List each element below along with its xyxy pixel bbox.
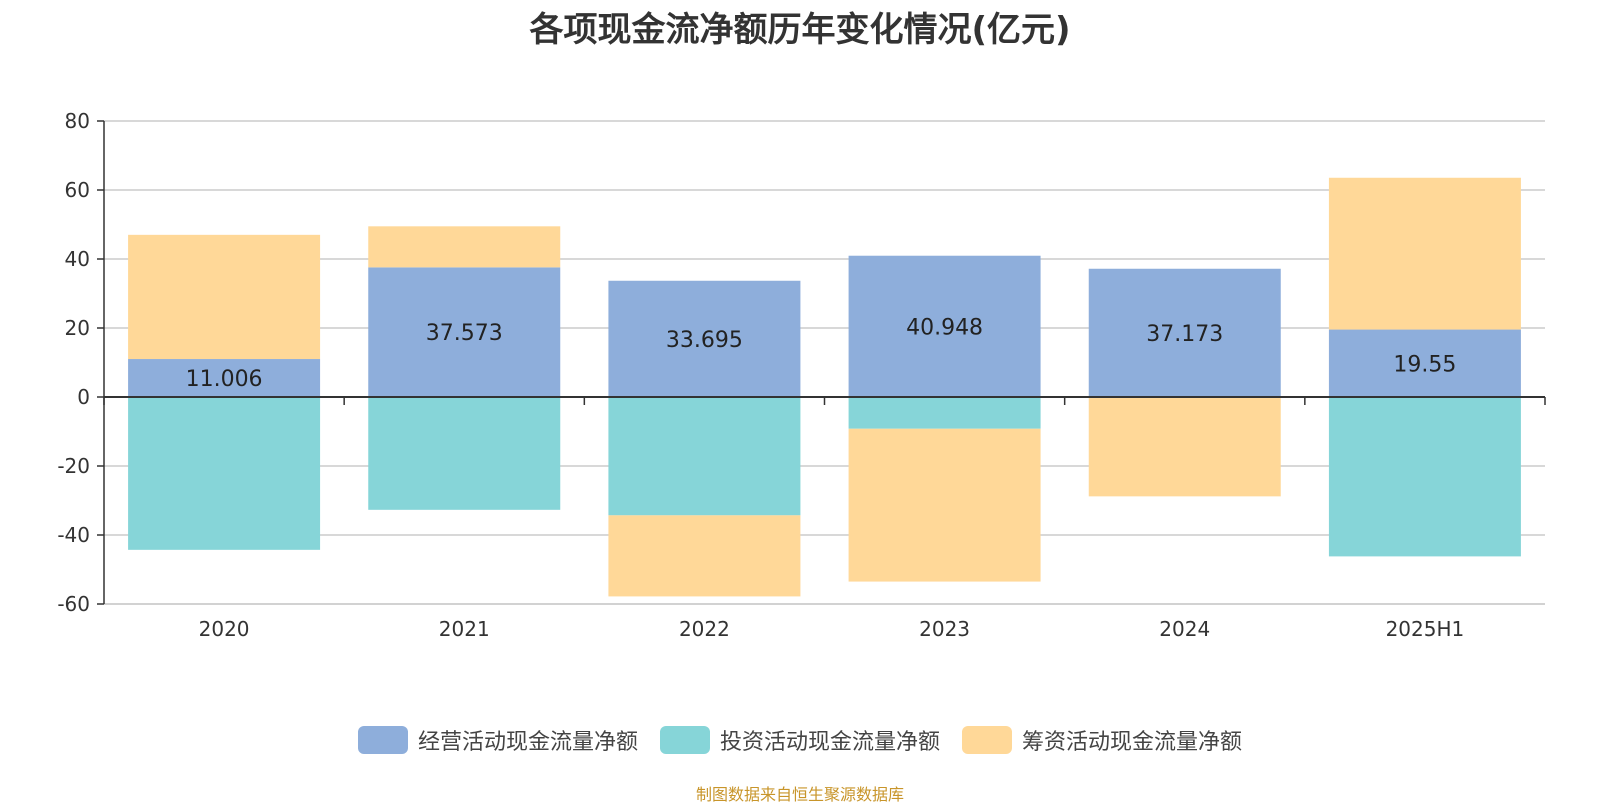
legend-item-investing[interactable]: 投资活动现金流量净额 <box>659 724 940 756</box>
legend-item-operating[interactable]: 经营活动现金流量净额 <box>357 724 638 756</box>
legend-swatch-financing <box>962 726 1012 754</box>
data-label-2022: 33.695 <box>666 328 743 353</box>
y-tick-label: 80 <box>65 109 90 133</box>
bar-2025H1-s2[interactable] <box>1328 177 1521 330</box>
y-tick-label: 20 <box>65 316 90 340</box>
bar-2024-s2[interactable] <box>1088 398 1281 497</box>
bar-2020-s2[interactable] <box>128 234 321 360</box>
bar-2023-s1[interactable] <box>848 397 1041 429</box>
bar-2020-s1[interactable] <box>128 397 321 550</box>
bar-2023-s0[interactable] <box>848 255 1041 397</box>
y-tick-label: 40 <box>65 247 90 271</box>
axes <box>97 120 1546 605</box>
legend-swatch-operating <box>357 726 408 754</box>
data-labels: 11.006 37.573 33.695 40.948 37.173 19.55 <box>186 315 1457 392</box>
legend-swatch-investing <box>659 726 710 754</box>
legend-label-financing: 筹资活动现金流量净额 <box>1022 730 1243 755</box>
bar-2025H1-s1[interactable] <box>1328 397 1521 557</box>
bar-series <box>128 177 1521 597</box>
legend-label-investing: 投资活动现金流量净额 <box>719 730 940 755</box>
legend-label-operating: 经营活动现金流量净额 <box>417 730 638 755</box>
y-tick-label: -40 <box>57 523 90 547</box>
data-label-2025H1: 19.55 <box>1393 352 1456 377</box>
data-source-note: 制图数据来自恒生聚源数据库 <box>695 785 904 804</box>
data-label-2020: 11.006 <box>186 367 263 392</box>
x-tick-label-2021: 2021 <box>439 617 490 641</box>
bar-2022-s1[interactable] <box>608 397 801 516</box>
y-tick-label: 60 <box>65 178 90 202</box>
y-tick-label: 0 <box>77 385 90 409</box>
data-label-2021: 37.573 <box>426 321 503 346</box>
x-tick-label-2024: 2024 <box>1159 617 1210 641</box>
x-axis-tick-labels: 2020 2021 2022 2023 2024 2025H1 <box>199 617 1465 641</box>
y-tick-label: -20 <box>57 454 90 478</box>
x-tick-label-2022: 2022 <box>679 617 730 641</box>
bar-2021-s1[interactable] <box>368 397 561 510</box>
x-tick-label-2025H1: 2025H1 <box>1386 617 1465 641</box>
y-tick-label: -60 <box>57 592 90 616</box>
x-tick-label-2020: 2020 <box>199 617 250 641</box>
bar-2021-s2[interactable] <box>368 226 561 268</box>
bar-2022-s2[interactable] <box>608 515 801 597</box>
bar-2021-s0[interactable] <box>368 267 561 397</box>
y-axis-tick-labels: 80 60 40 20 0 -20 -40 -60 <box>57 109 90 616</box>
bar-2024-s0[interactable] <box>1088 268 1281 397</box>
data-label-2024: 37.173 <box>1146 322 1223 347</box>
x-tick-label-2023: 2023 <box>919 617 970 641</box>
bar-2023-s2[interactable] <box>848 428 1041 582</box>
bar-2022-s0[interactable] <box>608 280 801 397</box>
legend: 经营活动现金流量净额 投资活动现金流量净额 筹资活动现金流量净额 <box>0 724 1600 756</box>
data-label-2023: 40.948 <box>906 315 983 340</box>
legend-item-financing[interactable]: 筹资活动现金流量净额 <box>962 724 1242 756</box>
chart-title: 各项现金流净额历年变化情况(亿元) <box>529 10 1071 50</box>
bar-2020-s0[interactable] <box>128 359 321 397</box>
bar-2025H1-s0[interactable] <box>1328 329 1521 397</box>
grid-lines <box>104 120 1545 605</box>
